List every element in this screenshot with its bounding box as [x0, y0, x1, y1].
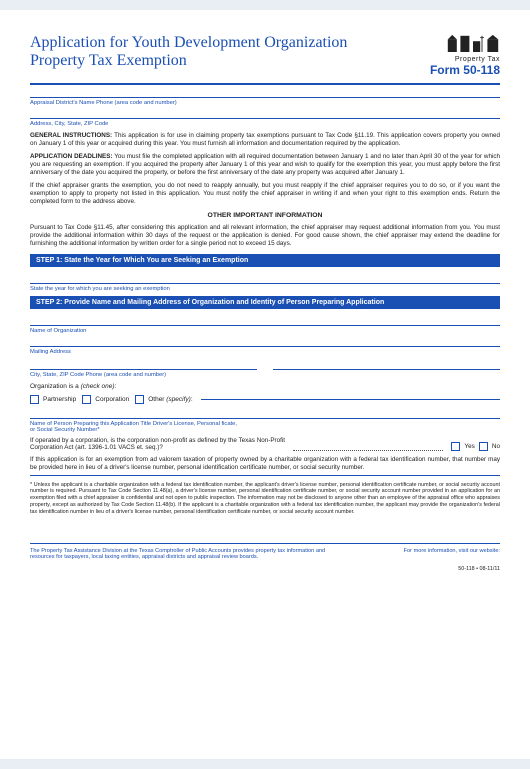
input-line-address[interactable] [30, 118, 500, 119]
input-line-orgname[interactable] [30, 325, 500, 326]
charitable-paragraph: If this application is for an exemption … [30, 456, 500, 472]
disclaimer: * Unless the applicant is a charitable o… [30, 482, 500, 516]
general-instructions: GENERAL INSTRUCTIONS: GENERAL INSTRUCTIO… [30, 132, 500, 148]
step2-bar: STEP 2: Provide Name and Mailing Address… [30, 296, 500, 309]
checkbox-other[interactable] [135, 395, 144, 404]
label-preparer: Name of Person Preparing this Applicatio… [30, 421, 500, 433]
title-block: Application for Youth Development Organi… [30, 34, 347, 71]
step1-bar: STEP 1: State the Year for Which You are… [30, 254, 500, 267]
org-type-row: Organization is a (check one): [30, 383, 500, 390]
grant-paragraph: If the chief appraiser grants the exempt… [30, 182, 500, 206]
nonprofit-question: If operated by a corporation, is the cor… [30, 437, 285, 451]
footer: The Property Tax Assistance Division at … [30, 543, 500, 560]
input-line-citystate[interactable] [30, 369, 257, 370]
input-line-fedid[interactable] [30, 475, 500, 476]
label-city-state-zip-phone: City, State, ZIP Code Phone (area code a… [30, 372, 500, 378]
input-line-preparer[interactable] [30, 418, 500, 419]
input-line-other[interactable] [201, 399, 500, 400]
title-line2: Property Tax Exemption [30, 52, 347, 70]
title-line1: Application for Youth Development Organi… [30, 34, 347, 52]
input-line-mailing[interactable] [30, 346, 500, 347]
opt-partnership: Partnership [43, 396, 76, 403]
page-number: 50-118 • 08-11/11 [30, 566, 500, 572]
label-address: Address, City, State, ZIP Code [30, 121, 500, 127]
footer-left: The Property Tax Assistance Division at … [30, 548, 330, 560]
buildings-icon [446, 34, 500, 52]
other-important-paragraph: Pursuant to Tax Code §11.45, after consi… [30, 224, 500, 248]
opt-corporation: Corporation [95, 396, 129, 403]
input-line-appraisal[interactable] [30, 97, 500, 98]
other-important-heading: OTHER IMPORTANT INFORMATION [30, 212, 500, 219]
checkbox-partnership[interactable] [30, 395, 39, 404]
yes-label: Yes [464, 443, 474, 450]
label-mailing-address: Mailing Address [30, 349, 500, 355]
form-number: Form 50-118 [430, 63, 500, 77]
form-page: Application for Youth Development Organi… [0, 10, 530, 759]
input-line-phone[interactable] [273, 369, 500, 370]
checkbox-corporation[interactable] [82, 395, 91, 404]
input-line-year[interactable] [30, 283, 500, 284]
checkbox-no[interactable] [479, 442, 488, 451]
opt-other: Other (specify): [148, 396, 192, 403]
label-state-year: State the year for which you are seeking… [30, 286, 500, 292]
org-type-options: Partnership Corporation Other (specify): [30, 395, 500, 404]
form-number-block: Property Tax Form 50-118 [430, 34, 500, 77]
nonprofit-question-row: If operated by a corporation, is the cor… [30, 437, 500, 451]
org-type-label: Organization is a (check one): [30, 383, 116, 390]
application-deadlines: APPLICATION DEADLINES: You must file the… [30, 153, 500, 177]
label-org-name: Name of Organization [30, 328, 500, 334]
no-label: No [492, 443, 500, 450]
footer-right: For more information, visit our website: [404, 548, 500, 560]
dots-leader [293, 446, 443, 451]
checkbox-yes[interactable] [451, 442, 460, 451]
header: Application for Youth Development Organi… [30, 34, 500, 85]
property-tax-label: Property Tax [430, 56, 500, 63]
label-appraisal-district: Appraisal District's Name Phone (area co… [30, 100, 500, 106]
